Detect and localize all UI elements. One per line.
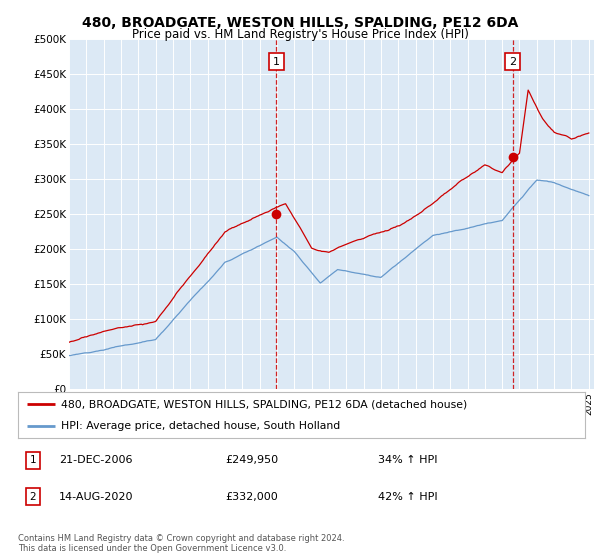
Text: 42% ↑ HPI: 42% ↑ HPI [378,492,438,502]
Text: £249,950: £249,950 [226,455,278,465]
Text: 2: 2 [509,57,517,67]
Text: 480, BROADGATE, WESTON HILLS, SPALDING, PE12 6DA (detached house): 480, BROADGATE, WESTON HILLS, SPALDING, … [61,399,467,409]
Text: 1: 1 [273,57,280,67]
Text: 1: 1 [29,455,37,465]
Text: 14-AUG-2020: 14-AUG-2020 [59,492,133,502]
Text: £332,000: £332,000 [226,492,278,502]
Text: 2: 2 [29,492,37,502]
Text: Contains HM Land Registry data © Crown copyright and database right 2024.
This d: Contains HM Land Registry data © Crown c… [18,534,344,553]
Text: HPI: Average price, detached house, South Holland: HPI: Average price, detached house, Sout… [61,422,340,431]
Text: Price paid vs. HM Land Registry's House Price Index (HPI): Price paid vs. HM Land Registry's House … [131,28,469,41]
Text: 21-DEC-2006: 21-DEC-2006 [59,455,133,465]
Text: 480, BROADGATE, WESTON HILLS, SPALDING, PE12 6DA: 480, BROADGATE, WESTON HILLS, SPALDING, … [82,16,518,30]
Text: 34% ↑ HPI: 34% ↑ HPI [378,455,438,465]
